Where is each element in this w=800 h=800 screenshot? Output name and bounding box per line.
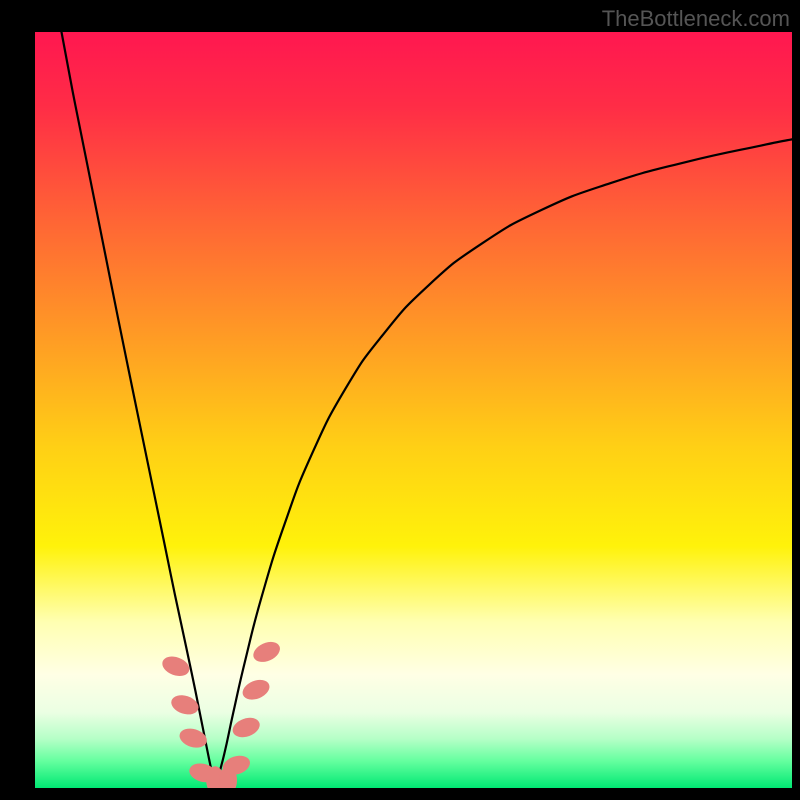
curve-marker: [240, 676, 273, 703]
curve-marker: [250, 638, 283, 666]
curve-path: [215, 139, 792, 788]
curve-marker: [230, 714, 262, 740]
plot-area: [35, 32, 792, 788]
watermark-text: TheBottleneck.com: [602, 6, 790, 32]
chart-container: TheBottleneck.com: [0, 0, 800, 800]
curve-marker: [177, 725, 209, 750]
curve-path: [62, 32, 216, 788]
curve-layer: [35, 32, 792, 788]
